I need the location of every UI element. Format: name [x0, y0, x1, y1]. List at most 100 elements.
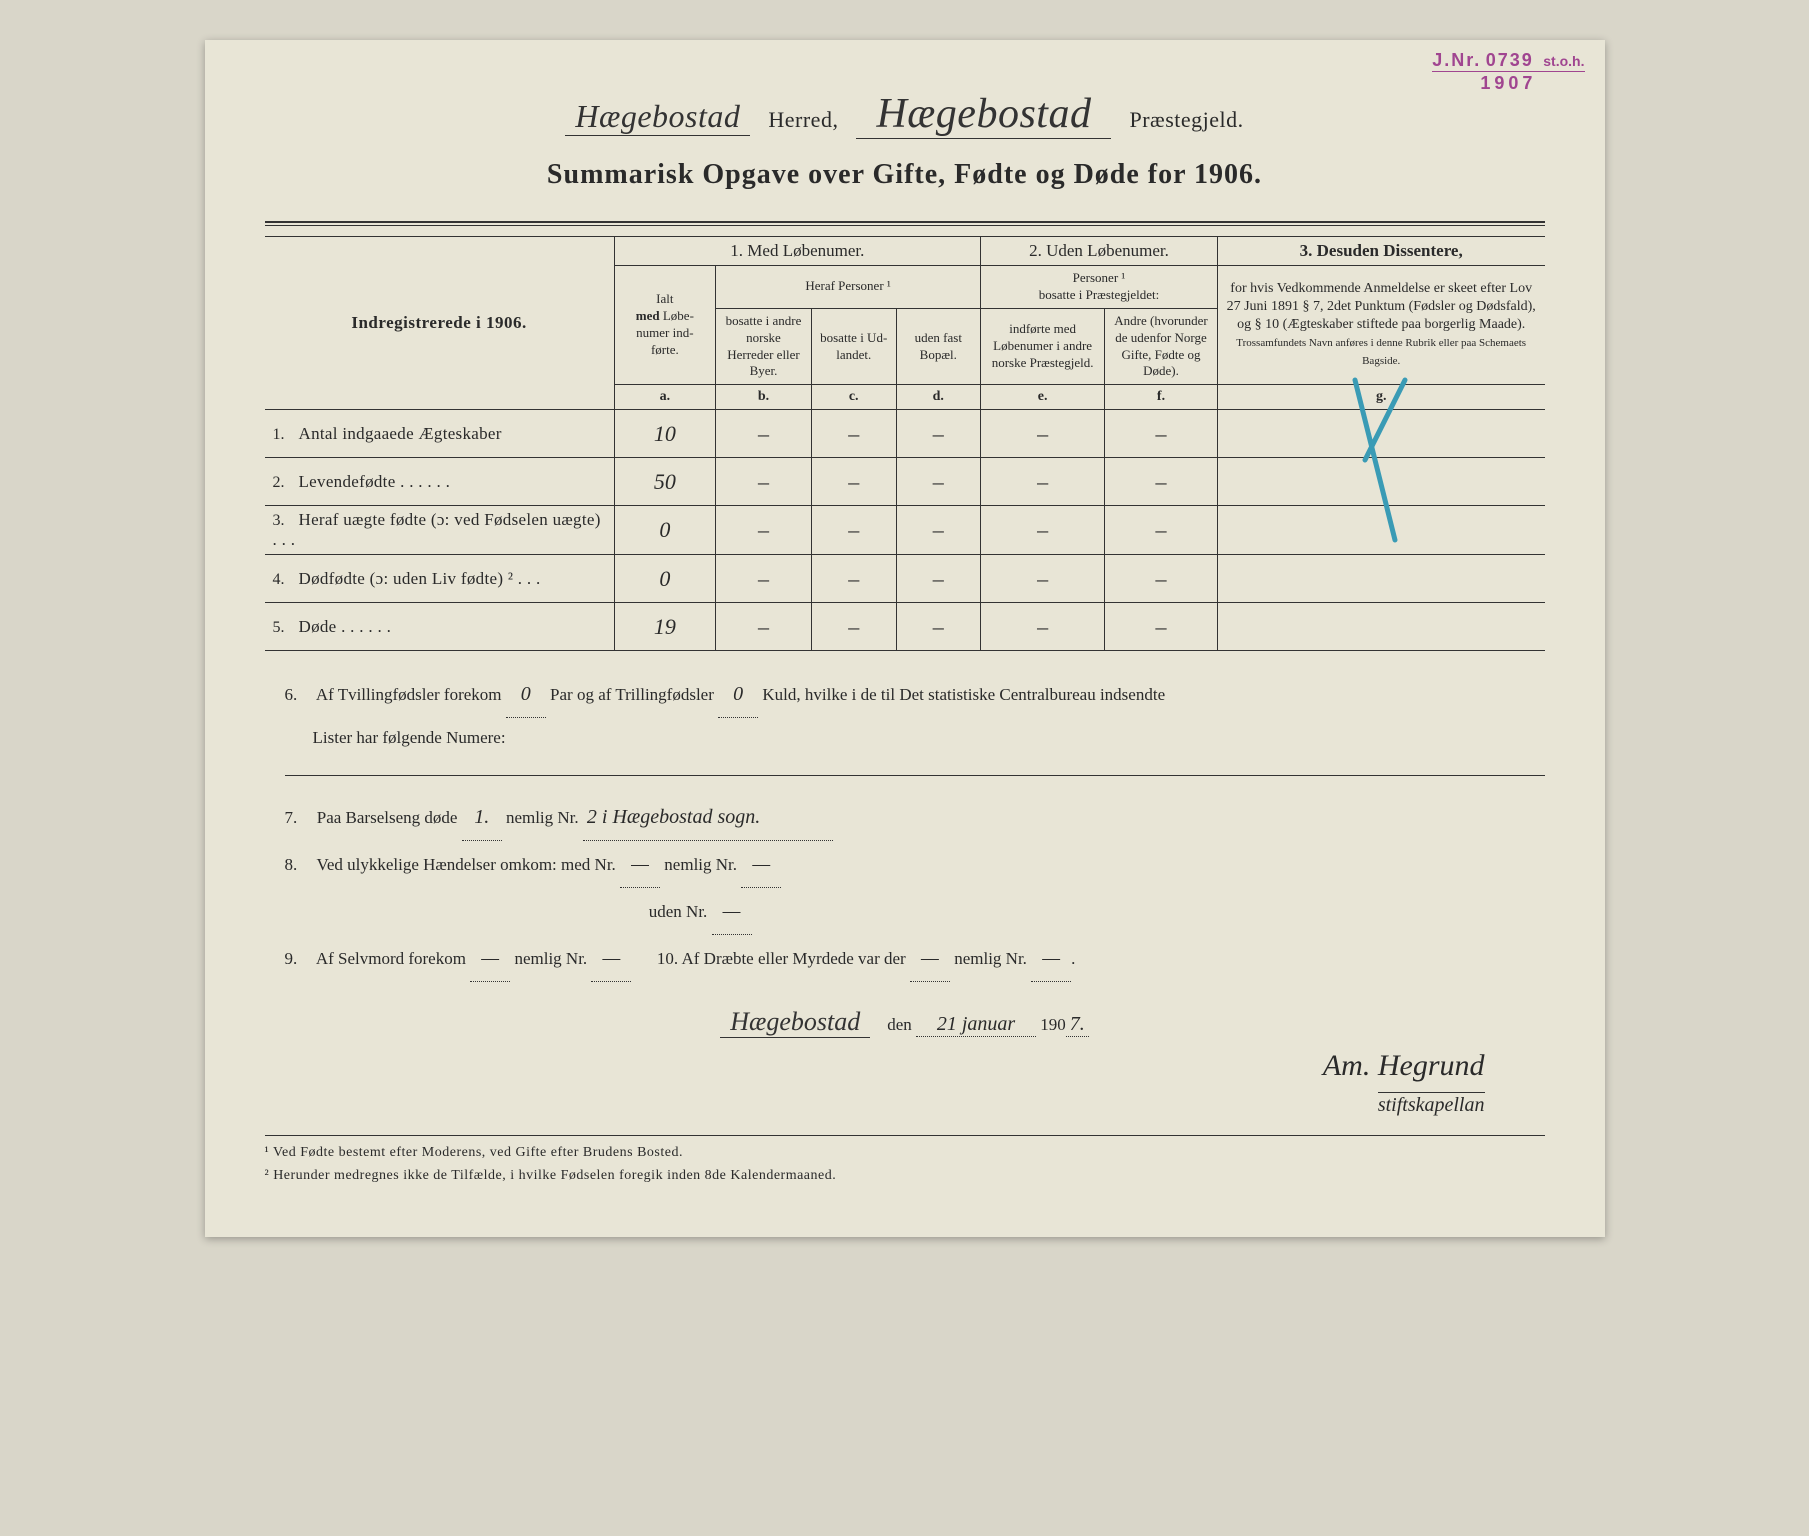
q7: 7. Paa Barselseng døde 1. nemlig Nr. 2 i…	[285, 794, 1545, 841]
cell-b: –	[716, 410, 812, 458]
herred-value: Hægebostad	[565, 98, 750, 136]
q6: 6. Af Tvillingfødsler forekom 0 Par og a…	[285, 671, 1545, 757]
col-letter-g: g.	[1217, 385, 1544, 410]
cell-b: –	[716, 458, 812, 506]
signature-line: Hægebostad den 21 januar 1907.	[265, 1007, 1545, 1038]
col-a-header: Ialtmed Løbe-numer ind-førte.	[614, 266, 715, 385]
sig-year-suffix: 7.	[1066, 1013, 1089, 1037]
document-page: J.Nr. 0739 st.o.h. 1907 Hægebostad Herre…	[205, 40, 1605, 1237]
cell-d: –	[896, 603, 981, 651]
header: Hægebostad Herred, Hægebostad Præstegjel…	[265, 90, 1545, 191]
col-e-header: indførte med Løbenumer i andre norske Pr…	[981, 308, 1105, 385]
col-g-header: for hvis Vedkommende Anmeldelse er skeet…	[1217, 266, 1544, 385]
signature-name: Am. Hegrund	[1323, 1049, 1485, 1082]
footnotes: ¹ Ved Fødte bestemt efter Moderens, ved …	[265, 1135, 1545, 1187]
left-header: Indregistrerede i 1906.	[265, 237, 615, 410]
table-row: 5. Døde . . . . . . 19 – – – – –	[265, 603, 1545, 651]
cell-g	[1217, 555, 1544, 603]
col-letter-c: c.	[811, 385, 896, 410]
footnote-1: ¹ Ved Fødte bestemt efter Moderens, ved …	[265, 1142, 1545, 1164]
cell-b: –	[716, 603, 812, 651]
section2-header: 2. Uden Løbenumer.	[981, 237, 1218, 266]
signature-name-block: Am. Hegrund stiftskapellan	[265, 1048, 1545, 1120]
cell-a: 50	[614, 458, 715, 506]
signature-title: stiftskapellan	[1378, 1092, 1485, 1117]
cell-d: –	[896, 506, 981, 555]
q8-val1: —	[620, 841, 660, 888]
heraf-header: Heraf Personer ¹	[716, 266, 981, 309]
col-c-header: bosatte i Ud-landet.	[811, 308, 896, 385]
col-d-header: uden fast Bopæl.	[896, 308, 981, 385]
col-letter-d: d.	[896, 385, 981, 410]
jnr-value: 0739	[1486, 50, 1534, 70]
journal-stamp: J.Nr. 0739 st.o.h. 1907	[1432, 50, 1584, 94]
cell-b: –	[716, 506, 812, 555]
cell-e: –	[981, 410, 1105, 458]
cell-f: –	[1105, 458, 1218, 506]
cell-f: –	[1105, 555, 1218, 603]
divider-thin	[265, 225, 1545, 226]
q10-val1: —	[910, 935, 950, 982]
cell-c: –	[811, 603, 896, 651]
table-row: 2. Levendefødte . . . . . . 50 – – – – –	[265, 458, 1545, 506]
cell-c: –	[811, 506, 896, 555]
cell-f: –	[1105, 410, 1218, 458]
q7-val2: 2 i Hægebostad sogn.	[583, 794, 833, 841]
cell-a: 0	[614, 555, 715, 603]
cell-e: –	[981, 506, 1105, 555]
header-line: Hægebostad Herred, Hægebostad Præstegjel…	[265, 90, 1545, 139]
q8: 8. Ved ulykkelige Hændelser omkom: med N…	[285, 841, 1545, 935]
col-f-header: Andre (hvorunder de udenfor Norge Gifte,…	[1105, 308, 1218, 385]
stamp-sub: st.o.h.	[1543, 53, 1584, 69]
cell-g	[1217, 458, 1544, 506]
section3-header: 3. Desuden Dissentere,	[1217, 237, 1544, 266]
table-row: 3. Heraf uægte fødte (ɔ: ved Fødselen uæ…	[265, 506, 1545, 555]
questions-section: 6. Af Tvillingfødsler forekom 0 Par og a…	[265, 671, 1545, 982]
cell-b: –	[716, 555, 812, 603]
q10-val2: —	[1031, 935, 1071, 982]
cell-g	[1217, 506, 1544, 555]
col-letter-b: b.	[716, 385, 812, 410]
col-letter-e: e.	[981, 385, 1105, 410]
cell-f: –	[1105, 506, 1218, 555]
cell-a: 0	[614, 506, 715, 555]
praestegjeld-label: Præstegjeld.	[1129, 107, 1243, 132]
cell-f: –	[1105, 603, 1218, 651]
cell-c: –	[811, 555, 896, 603]
q7-val1: 1.	[462, 794, 502, 841]
cell-d: –	[896, 555, 981, 603]
col-letter-a: a.	[614, 385, 715, 410]
cell-e: –	[981, 458, 1105, 506]
cell-g	[1217, 410, 1544, 458]
summary-table: Indregistrerede i 1906. 1. Med Løbenumer…	[265, 236, 1545, 651]
q8-val3: —	[712, 888, 752, 935]
section1-header: 1. Med Løbenumer.	[614, 237, 980, 266]
cell-c: –	[811, 458, 896, 506]
cell-d: –	[896, 410, 981, 458]
col-b-header: bosatte i andre norske Herreder eller By…	[716, 308, 812, 385]
q6-val2: 0	[718, 671, 758, 718]
q6-val1: 0	[506, 671, 546, 718]
q9-val2: —	[591, 935, 631, 982]
cell-d: –	[896, 458, 981, 506]
table-row: 1. Antal indgaaede Ægteskaber 10 – – – –…	[265, 410, 1545, 458]
col-letter-f: f.	[1105, 385, 1218, 410]
q9-val1: —	[470, 935, 510, 982]
cell-e: –	[981, 555, 1105, 603]
footnote-2: ² Herunder medregnes ikke de Tilfælde, i…	[265, 1165, 1545, 1187]
praestegjeld-value: Hægebostad	[856, 90, 1111, 139]
cell-e: –	[981, 603, 1105, 651]
jnr-label: J.Nr.	[1432, 50, 1481, 70]
sig-date: 21 januar	[916, 1013, 1036, 1037]
herred-label: Herred,	[768, 107, 838, 132]
cell-a: 19	[614, 603, 715, 651]
personer2-header: Personer ¹bosatte i Præstegjeldet:	[981, 266, 1218, 309]
sig-place: Hægebostad	[720, 1007, 870, 1038]
cell-g	[1217, 603, 1544, 651]
cell-c: –	[811, 410, 896, 458]
document-title: Summarisk Opgave over Gifte, Fødte og Dø…	[265, 159, 1545, 191]
q8-val2: —	[741, 841, 781, 888]
cell-a: 10	[614, 410, 715, 458]
section-divider	[285, 775, 1545, 776]
q9-q10: 9. Af Selvmord forekom — nemlig Nr. — 10…	[285, 935, 1545, 982]
